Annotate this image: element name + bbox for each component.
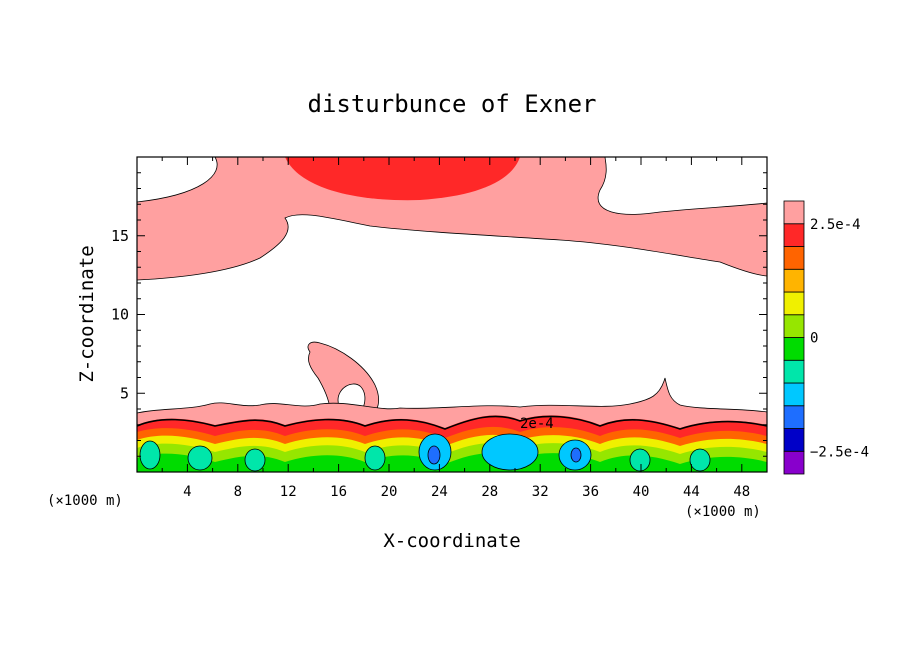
y-tick-label: 5 [120,384,129,402]
x-tick-label: 32 [532,484,549,500]
x-tick-label: 8 [234,484,242,500]
x-tick-label: 40 [633,484,650,500]
x-tick-label: 12 [280,484,297,500]
green-layer [137,452,767,472]
x-tick-label: 36 [582,484,599,500]
colorbar-swatch [783,337,805,361]
x-axis-label: X-coordinate [383,530,520,552]
colorbar [783,200,805,475]
y-axis-label: Z-coordinate [76,245,98,382]
colorbar-swatch [783,291,805,316]
colorbar-swatch [783,268,805,293]
colorbar-swatch [783,246,805,270]
x-tick-label: 16 [330,484,347,500]
colorbar-swatch [783,405,805,429]
x-axis-ticks: 4 8 12 16 20 24 28 32 36 40 44 48 [161,157,750,500]
contour-field [137,157,767,472]
colorbar-swatch [783,428,805,452]
y-axis-ticks: 5 10 15 [111,172,767,457]
colorbar-labels: 2.5e-4 0 −2.5e-4 [810,217,869,461]
x-tick-label: 28 [481,484,498,500]
top-red-cap [285,157,520,201]
colorbar-label: 0 [810,331,818,347]
x-unit-right: (×1000 m) [685,504,761,520]
colorbar-swatch [783,382,805,407]
y-tick-label: 10 [111,306,129,324]
colorbar-swatch [783,450,805,475]
colorbar-swatch [783,359,805,384]
x-tick-label: 24 [431,484,448,500]
upper-pink-band [137,157,767,281]
colorbar-swatch [783,200,805,225]
colorbar-label: 2.5e-4 [810,217,861,233]
x-tick-label: 20 [381,484,398,500]
x-unit-left: (×1000 m) [47,493,123,509]
y-tick-label: 15 [111,227,129,245]
colorbar-swatch [783,314,805,338]
chart-title: disturbunce of Exner [308,90,597,118]
x-tick-label: 4 [183,484,191,500]
negative-blobs [139,433,711,472]
x-tick-label: 48 [733,484,750,500]
colorbar-swatch [783,223,805,247]
colorbar-label: −2.5e-4 [810,444,869,460]
contour-label: 2e-4 [520,416,554,432]
x-tick-label: 44 [683,484,700,500]
